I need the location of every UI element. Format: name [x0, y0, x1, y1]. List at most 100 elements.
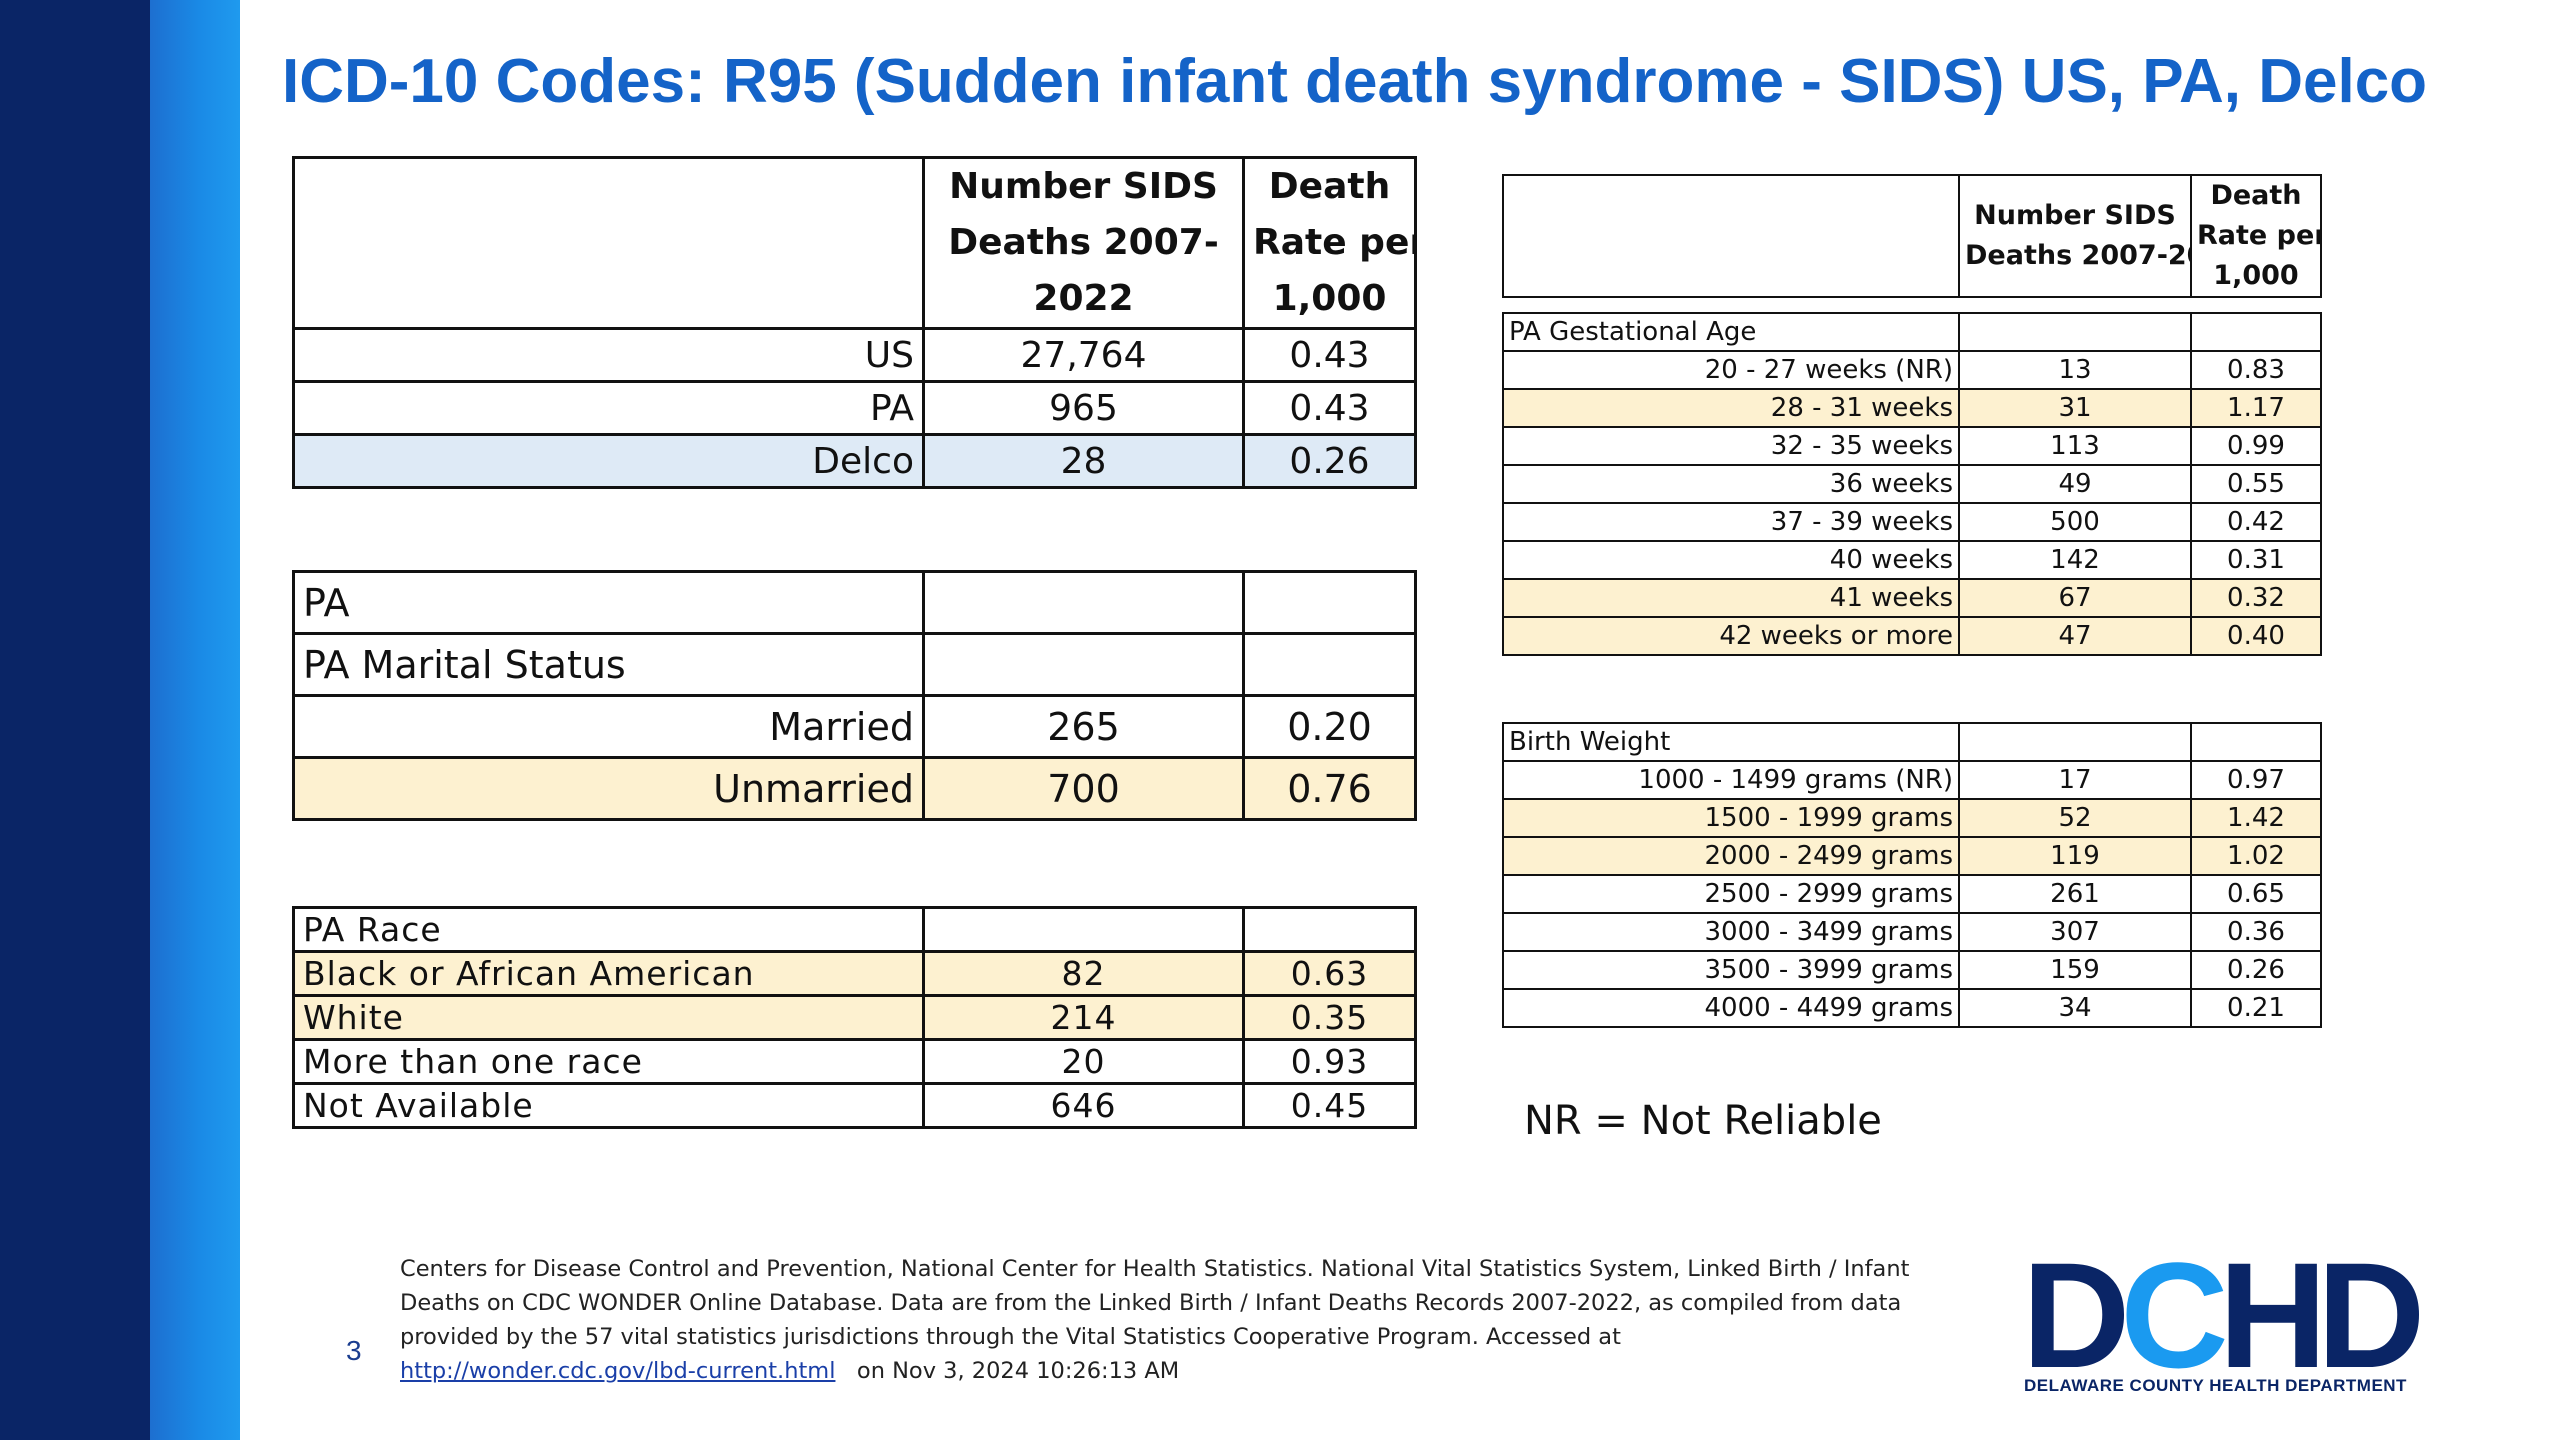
row-rate: 0.55 [2190, 464, 2322, 504]
row-rate: 0.40 [2190, 616, 2322, 656]
header-blank-cell [292, 156, 925, 330]
table-row-highlighted: White 214 0.35 [292, 994, 1417, 1041]
empty-cell [1242, 906, 1417, 953]
row-count: 113 [1958, 426, 2192, 466]
logo-letter: D [2022, 1231, 2130, 1399]
row-rate: 1.42 [2190, 798, 2322, 838]
table-row: Not Available 646 0.45 [292, 1082, 1417, 1129]
marital-status-table: PA PA Marital Status Married 265 0.20 Un… [292, 570, 1417, 821]
row-count: 142 [1958, 540, 2192, 580]
table-row: 3500 - 3999 grams 159 0.26 [1502, 950, 2322, 990]
row-count: 13 [1958, 350, 2192, 390]
row-rate: 0.26 [1242, 433, 1417, 489]
empty-cell [1242, 632, 1417, 697]
header-rate-line1: Death [2210, 180, 2302, 211]
row-label: White [292, 994, 925, 1041]
row-rate: 0.63 [1242, 950, 1417, 997]
table-row: 3000 - 3499 grams 307 0.36 [1502, 912, 2322, 952]
gestational-age-table: Number SIDS Deaths 2007-2022 Death Rate … [1502, 174, 2322, 656]
table-row: Married 265 0.20 [292, 694, 1417, 759]
row-count: 28 [922, 433, 1245, 489]
row-rate: 0.21 [2190, 988, 2322, 1028]
table-row: 36 weeks 49 0.55 [1502, 464, 2322, 504]
table-header-row: Number SIDS Deaths 2007-2022 Death Rate … [292, 156, 1417, 330]
header-count-line2: Deaths 2007-2022 [1965, 240, 2189, 271]
row-label: 3500 - 3999 grams [1502, 950, 1960, 990]
row-count: 965 [922, 380, 1245, 436]
table-row: 40 weeks 142 0.31 [1502, 540, 2322, 580]
row-rate: 0.76 [1242, 756, 1417, 821]
logo-subtitle: DELAWARE COUNTY HEALTH DEPARTMENT [2024, 1376, 2407, 1395]
table-row-highlighted: 2000 - 2499 grams 119 1.02 [1502, 836, 2322, 876]
source-link[interactable]: http://wonder.cdc.gov/lbd-current.html [400, 1358, 836, 1384]
logo-letter: C [2120, 1231, 2228, 1399]
race-table: PA Race Black or African American 82 0.6… [292, 906, 1417, 1129]
row-label: Black or African American [292, 950, 925, 997]
table-row-highlighted: 1500 - 1999 grams 52 1.42 [1502, 798, 2322, 838]
row-count: 67 [1958, 578, 2192, 618]
header-count: Number SIDS Deaths 2007-2022 [1958, 174, 2192, 298]
row-label: 36 weeks [1502, 464, 1960, 504]
row-count: 49 [1958, 464, 2192, 504]
table-row: 20 - 27 weeks (NR) 13 0.83 [1502, 350, 2322, 390]
row-label: 2000 - 2499 grams [1502, 836, 1960, 876]
row-rate: 0.83 [2190, 350, 2322, 390]
table-group-row: PA Gestational Age [1502, 312, 2322, 352]
row-rate: 0.65 [2190, 874, 2322, 914]
footnote-line: provided by the 57 vital statistics juri… [400, 1324, 1621, 1350]
table-row: 37 - 39 weeks 500 0.42 [1502, 502, 2322, 542]
header-blank-cell [1502, 174, 1960, 298]
row-label: US [292, 327, 925, 383]
header-count-line1: Number SIDS [1974, 200, 2176, 231]
row-count: 700 [922, 756, 1245, 821]
empty-cell [1958, 722, 2192, 762]
header-rate: Death Rate per 1,000 [2190, 174, 2322, 298]
row-rate: 0.93 [1242, 1038, 1417, 1085]
row-label: Delco [292, 433, 925, 489]
left-accent-band-dark [0, 0, 150, 1440]
table-group-row: Birth Weight [1502, 722, 2322, 762]
empty-cell [2190, 722, 2322, 762]
left-accent-band-light [150, 0, 240, 1440]
header-rate-line2: Rate per [1253, 222, 1416, 263]
row-label: 3000 - 3499 grams [1502, 912, 1960, 952]
empty-cell [2190, 312, 2322, 352]
header-rate-line3: 1,000 [2213, 260, 2299, 291]
row-count: 17 [1958, 760, 2192, 800]
header-rate-line3: 1,000 [1272, 278, 1387, 319]
birth-weight-table: Birth Weight 1000 - 1499 grams (NR) 17 0… [1502, 722, 2322, 1028]
row-label: Not Available [292, 1082, 925, 1129]
row-label: PA [292, 570, 925, 635]
row-rate: 0.20 [1242, 694, 1417, 759]
row-label: 28 - 31 weeks [1502, 388, 1960, 428]
header-count: Number SIDS Deaths 2007-2022 [922, 156, 1245, 330]
row-count: 31 [1958, 388, 2192, 428]
table-header-row: Number SIDS Deaths 2007-2022 Death Rate … [1502, 174, 2322, 298]
row-rate: 0.43 [1242, 380, 1417, 436]
row-count: 159 [1958, 950, 2192, 990]
row-count: 52 [1958, 798, 2192, 838]
row-rate: 0.32 [2190, 578, 2322, 618]
table-row: PA 965 0.43 [292, 380, 1417, 436]
group-label: PA Race [292, 906, 925, 953]
row-count: 307 [1958, 912, 2192, 952]
row-label: 20 - 27 weeks (NR) [1502, 350, 1960, 390]
table-row-highlighted: 41 weeks 67 0.32 [1502, 578, 2322, 618]
row-label: 4000 - 4499 grams [1502, 988, 1960, 1028]
slide-number: 3 [346, 1335, 362, 1366]
table-row-highlighted: Black or African American 82 0.63 [292, 950, 1417, 997]
row-label: 42 weeks or more [1502, 616, 1960, 656]
logo-letter: HD [2218, 1231, 2426, 1399]
row-count: 82 [922, 950, 1245, 997]
footnote-line: Deaths on CDC WONDER Online Database. Da… [400, 1290, 1902, 1316]
row-label: 1500 - 1999 grams [1502, 798, 1960, 838]
group-label: PA Marital Status [292, 632, 925, 697]
table-spacer [1503, 297, 2321, 313]
row-label: PA [292, 380, 925, 436]
row-rate: 1.17 [2190, 388, 2322, 428]
row-rate: 0.97 [2190, 760, 2322, 800]
row-label: Married [292, 694, 925, 759]
row-count: 20 [922, 1038, 1245, 1085]
table-group-row: PA Race [292, 906, 1417, 953]
row-rate: 0.42 [2190, 502, 2322, 542]
